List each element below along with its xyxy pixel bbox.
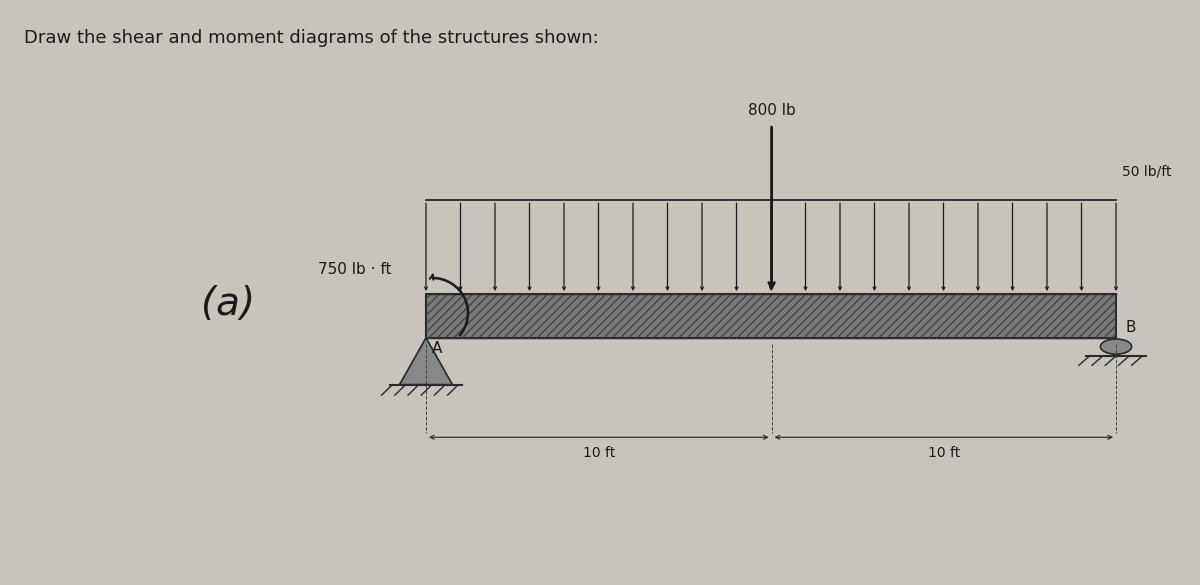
Text: 50 lb/ft: 50 lb/ft (1122, 164, 1171, 178)
Circle shape (1100, 339, 1132, 354)
Text: 10 ft: 10 ft (928, 446, 960, 460)
Text: B: B (1126, 320, 1136, 335)
Bar (426, 294, 1116, 338)
Text: (a): (a) (200, 285, 256, 323)
Text: A: A (432, 340, 443, 356)
Text: Draw the shear and moment diagrams of the structures shown:: Draw the shear and moment diagrams of th… (24, 29, 599, 47)
Polygon shape (400, 338, 452, 385)
Text: 750 lb · ft: 750 lb · ft (318, 261, 391, 277)
Text: 10 ft: 10 ft (583, 446, 614, 460)
Bar (426, 294, 1116, 338)
Text: 800 lb: 800 lb (748, 104, 796, 118)
